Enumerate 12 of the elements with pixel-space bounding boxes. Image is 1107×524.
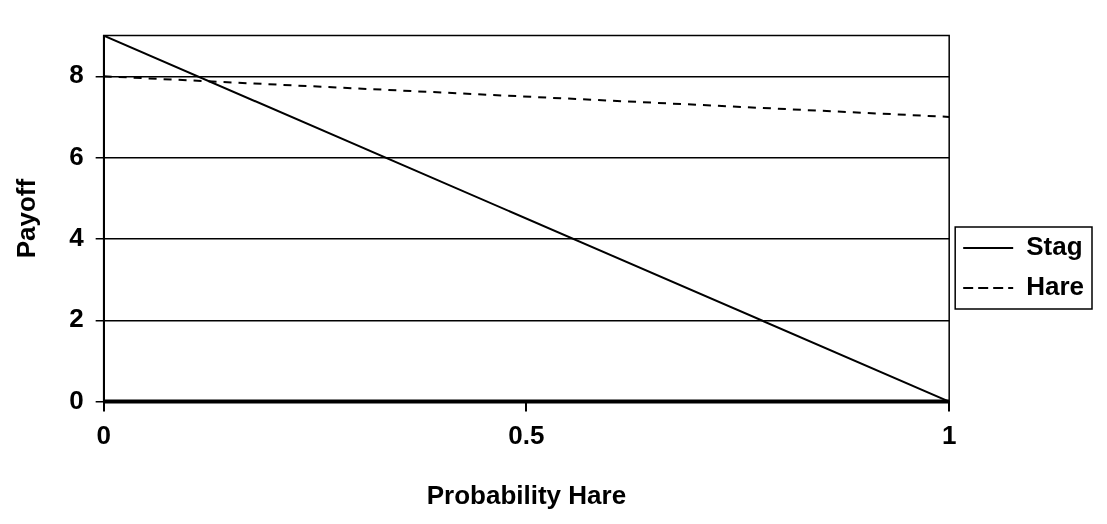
legend-label: Stag [1026, 231, 1083, 262]
legend-label: Hare [1026, 271, 1085, 302]
x-tick-label: 0.5 [508, 420, 545, 451]
y-tick-label: 6 [69, 140, 84, 171]
x-axis-title: Probability Hare [426, 479, 627, 510]
y-tick-label: 0 [69, 384, 84, 415]
y-tick-label: 2 [69, 303, 84, 334]
x-tick-label: 0 [96, 420, 111, 451]
x-tick-label: 1 [941, 420, 957, 451]
y-axis-title: Payoff [10, 178, 41, 259]
y-tick-label: 8 [69, 59, 84, 90]
y-tick-label: 4 [69, 222, 85, 253]
